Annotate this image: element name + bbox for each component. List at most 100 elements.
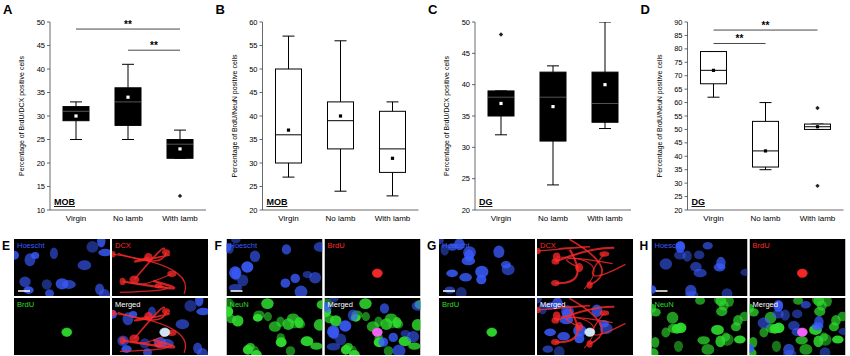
cell xyxy=(668,324,680,334)
cell xyxy=(359,298,371,309)
cell xyxy=(832,336,844,344)
nucleus xyxy=(722,288,733,296)
mean-marker xyxy=(391,157,394,160)
panel-letter: C xyxy=(428,2,438,17)
whisker-high xyxy=(180,130,181,139)
y-tick xyxy=(685,169,688,170)
whisker-low xyxy=(553,141,554,185)
cell xyxy=(714,298,725,305)
nucleus xyxy=(502,264,515,275)
whisker-low xyxy=(501,116,502,135)
nucleus xyxy=(195,298,203,306)
y-tick xyxy=(685,75,688,76)
cell-body xyxy=(144,253,152,262)
figure: APercentage of BrdU/DCX positive cells10… xyxy=(0,0,850,356)
image-tile xyxy=(112,239,208,296)
y-tick-label: 35 xyxy=(37,88,45,97)
whisker-cap-high xyxy=(387,101,399,102)
whisker-low xyxy=(76,121,77,140)
nucleus xyxy=(459,273,472,282)
box xyxy=(701,52,727,84)
whisker-cap-high xyxy=(70,101,82,102)
whisker-cap-high xyxy=(335,40,347,41)
box xyxy=(592,72,618,122)
median xyxy=(276,134,302,135)
nucleus xyxy=(652,285,657,293)
box xyxy=(805,124,831,129)
box-chart: DPercentage of BrdU/NeuN positive cells2… xyxy=(641,2,844,223)
nucleus xyxy=(445,287,456,294)
plot-area xyxy=(276,36,406,196)
nucleus xyxy=(327,343,340,351)
nucleus xyxy=(250,251,260,263)
y-tick-label: 40 xyxy=(462,80,470,89)
brdu-cell xyxy=(372,328,382,336)
nucleus xyxy=(176,319,190,329)
cell-body xyxy=(120,337,126,344)
cell xyxy=(301,336,314,346)
median xyxy=(167,144,193,145)
nucleus xyxy=(801,301,811,309)
whisker-low xyxy=(713,84,714,97)
mean-marker xyxy=(764,149,767,152)
fiber xyxy=(593,254,626,276)
cell-body xyxy=(167,271,176,277)
tile-background xyxy=(750,239,846,296)
nucleus xyxy=(303,271,312,278)
image-tile xyxy=(652,239,748,296)
box xyxy=(328,102,354,149)
y-tick xyxy=(685,129,688,130)
whisker-low xyxy=(392,172,393,196)
tile-background xyxy=(325,298,421,355)
y-tick xyxy=(685,196,688,197)
y-tick-label: 30 xyxy=(462,143,470,152)
y-tick xyxy=(47,210,50,211)
channel-label: Merged xyxy=(540,300,565,309)
mean-marker xyxy=(712,69,715,72)
tile-background xyxy=(439,298,535,355)
cell xyxy=(733,315,743,326)
mean-marker xyxy=(339,114,342,117)
y-tick-label: 45 xyxy=(462,49,470,58)
cell-body xyxy=(551,280,560,286)
significance-label: ** xyxy=(124,19,132,30)
cell xyxy=(831,315,841,326)
nucleus xyxy=(838,328,845,335)
y-tick-label: 50 xyxy=(37,18,45,27)
y-tick xyxy=(685,48,688,49)
cell xyxy=(253,314,263,322)
brdu-cell xyxy=(487,328,497,336)
cell xyxy=(667,312,679,324)
tile-background xyxy=(14,298,110,355)
nucleus xyxy=(42,279,52,289)
nucleus xyxy=(348,310,358,322)
brdu-cell xyxy=(62,328,72,336)
cell xyxy=(362,312,370,321)
box xyxy=(63,107,89,121)
channel-label: Hoescht xyxy=(230,241,258,250)
x-tick-label: Virgin xyxy=(491,214,511,223)
channel-label: DCX xyxy=(540,241,556,250)
image-panel: HHoeschtBrdUNeuNMerged xyxy=(640,239,850,356)
box xyxy=(488,91,514,116)
cell-body xyxy=(552,258,560,264)
brdu-cell xyxy=(797,269,807,277)
image-panel: EHoeschtDCXBrdUMerged xyxy=(2,235,210,356)
plot-area xyxy=(63,64,193,198)
whisker-cap-high xyxy=(760,102,772,103)
whisker-cap-low xyxy=(599,128,611,129)
x-axis xyxy=(50,210,206,211)
image-tile xyxy=(439,298,535,355)
mean-marker xyxy=(74,114,77,117)
nucleus xyxy=(544,329,556,337)
y-tick-label: 60 xyxy=(674,98,682,107)
fiber xyxy=(567,317,613,326)
cell xyxy=(652,348,659,355)
y-tick-label: 65 xyxy=(674,85,682,94)
y-tick-label: 80 xyxy=(674,44,682,53)
x-tick-label: No lamb xyxy=(751,214,781,223)
cell-body xyxy=(144,312,152,321)
y-axis-label: Percentage of BrdU/DCX positive cells xyxy=(443,56,451,176)
whisker-low xyxy=(605,122,606,128)
y-tick xyxy=(260,69,263,70)
